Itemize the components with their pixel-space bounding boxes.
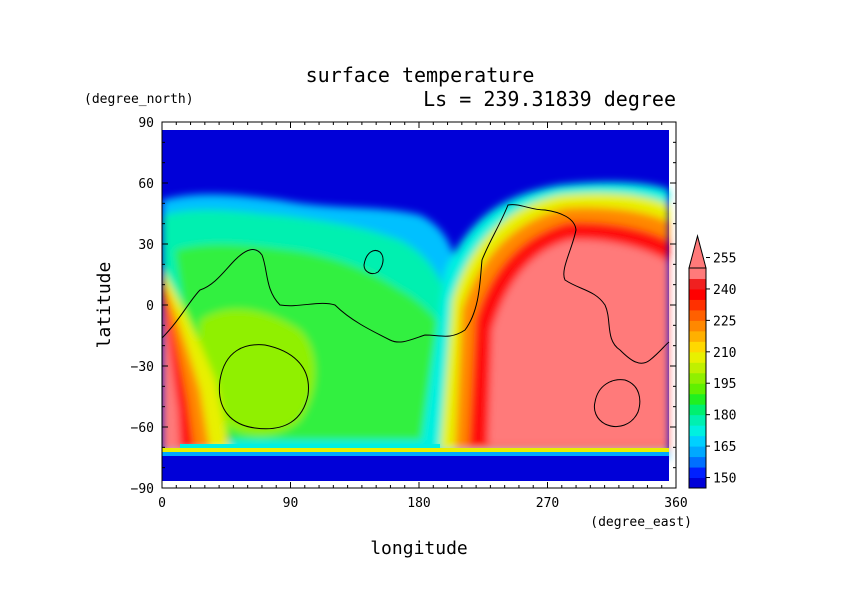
- y-tick-label: 0: [146, 299, 154, 314]
- x-tick-label: 90: [283, 496, 299, 511]
- y-tick-label: 30: [138, 238, 154, 253]
- topography-contour-island: [363, 250, 384, 275]
- colorbar-tick-label: 180: [713, 409, 736, 424]
- colorbar-swatch: [689, 414, 706, 426]
- colorbar-swatch: [689, 393, 706, 405]
- colorbar-swatch: [689, 425, 706, 437]
- colorbar-swatch: [689, 404, 706, 416]
- y-tick-label: −90: [131, 482, 154, 497]
- colorbar-swatch: [689, 268, 706, 279]
- colorbar-swatch: [689, 477, 706, 489]
- x-tick-label: 360: [664, 496, 687, 511]
- x-tick-label: 180: [407, 496, 430, 511]
- y-tick-label: −30: [131, 360, 154, 375]
- colorbar-swatch: [689, 362, 706, 374]
- x-tick-label: 270: [536, 496, 559, 511]
- colorbar-tick-label: 150: [713, 472, 736, 487]
- colorbar-tick-label: 165: [713, 440, 736, 455]
- colorbar-swatch: [689, 372, 706, 384]
- topography-contour-hellas: [593, 379, 641, 427]
- colorbar-tick-label: 255: [713, 252, 736, 267]
- x-tick-label: 0: [158, 496, 166, 511]
- topography-contour-main: [162, 204, 670, 364]
- colorbar-swatch: [689, 330, 706, 342]
- colorbar-swatch: [689, 320, 706, 332]
- colorbar-tick-label: 210: [713, 346, 736, 361]
- colorbar-swatch: [689, 309, 706, 321]
- x-units-label: (degree_east): [590, 515, 692, 530]
- colorbar-tick-label: 195: [713, 377, 736, 392]
- colorbar-swatch: [689, 467, 706, 479]
- field-hot-left-pink: [162, 300, 180, 448]
- colorbar-swatch: [689, 383, 706, 395]
- y-tick-label: 60: [138, 177, 154, 192]
- colorbar-swatch: [689, 341, 706, 353]
- y-tick-label: −60: [131, 421, 154, 436]
- colorbar-swatch: [689, 278, 706, 290]
- topography-contour-crater: [218, 344, 309, 430]
- colorbar-tick-label: 240: [713, 283, 736, 298]
- axes: 0 90 180 270 360 90 60 30 0 −30 −60 −90: [131, 116, 688, 511]
- field-hot-right-pink: [488, 239, 669, 446]
- y-axis-label: latitude: [94, 262, 115, 349]
- colorbar-swatch: [689, 446, 706, 458]
- temperature-field: [162, 122, 676, 488]
- colorbar-frame: [688, 267, 707, 489]
- colorbar-swatch: [689, 288, 706, 300]
- chart-title: surface temperature: [306, 63, 535, 87]
- south-polar-cap: [162, 456, 669, 481]
- colorbar-extend-arrow: [688, 234, 707, 269]
- chart-subtitle: Ls = 239.31839 degree: [423, 87, 676, 111]
- field-band-lime: [198, 309, 315, 435]
- colorbar-swatch: [689, 456, 706, 468]
- colorbar-swatch: [689, 299, 706, 311]
- colorbar-swatch: [689, 435, 706, 447]
- colorbar-swatch: [689, 351, 706, 363]
- y-tick-label: 90: [138, 116, 154, 131]
- colorbar: 150 165 180 195 210 225 240 255: [688, 234, 736, 489]
- colorbar-tick-label: 225: [713, 314, 736, 329]
- x-axis-label: longitude: [370, 538, 468, 559]
- y-units-label: (degree_north): [84, 92, 194, 107]
